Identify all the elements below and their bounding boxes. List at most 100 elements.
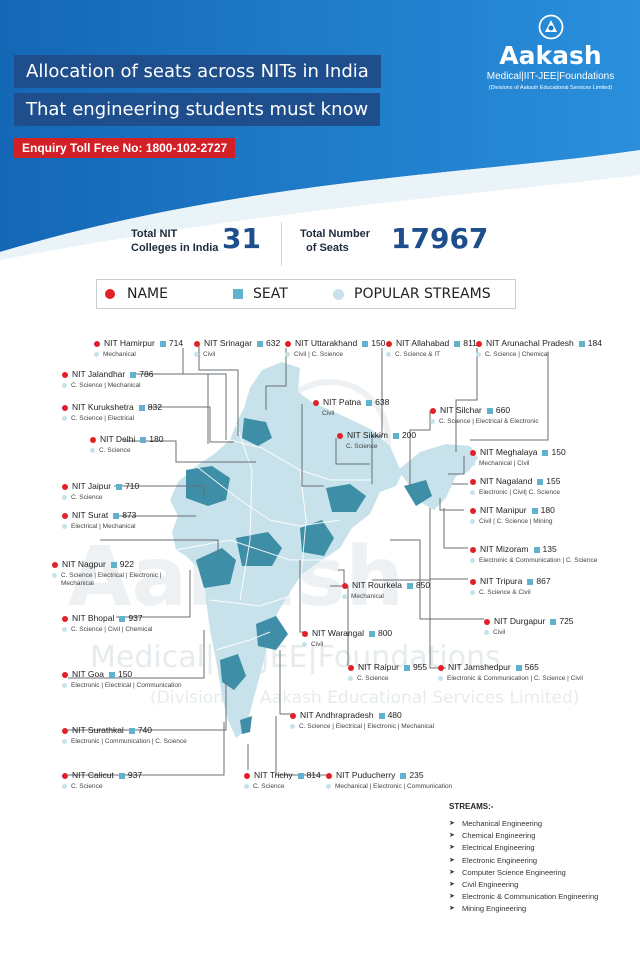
stream-dot-icon bbox=[62, 383, 67, 388]
nit-item: NIT Trichy 814 C. Science bbox=[244, 770, 321, 791]
nit-streams: C. Science | Electrical & Electronic bbox=[439, 418, 539, 425]
nit-streams: Electronic | Electrical | Communication bbox=[71, 682, 182, 689]
nit-seats: 800 bbox=[377, 628, 393, 638]
nit-streams: Mechanical | Electronic | Communication bbox=[335, 783, 453, 790]
seat-square-icon bbox=[116, 483, 123, 490]
seat-square-icon bbox=[128, 727, 135, 734]
streams-title: STREAMS:- bbox=[449, 802, 494, 811]
nit-item: NIT Jamshedpur 565 Electronic & Communica… bbox=[438, 662, 588, 683]
nit-seats: 710 bbox=[125, 481, 140, 491]
stream-label: Chemical Engineering bbox=[462, 831, 536, 841]
seat-square-icon bbox=[378, 712, 385, 719]
nit-seats: 200 bbox=[401, 430, 417, 440]
nit-seats: 660 bbox=[495, 405, 511, 415]
stream-dot-icon bbox=[62, 416, 67, 421]
name-dot-icon bbox=[438, 664, 444, 671]
nit-streams: Civil | C. Science | Mining bbox=[479, 518, 553, 525]
stream-dot-icon bbox=[342, 594, 347, 599]
name-dot-icon bbox=[386, 340, 392, 347]
stream-dot-icon bbox=[62, 524, 67, 529]
stream-dot-icon bbox=[90, 448, 95, 453]
seat-square-icon bbox=[542, 449, 549, 456]
nit-seats: 814 bbox=[306, 770, 321, 780]
nit-streams: C. Science | Electrical | Electronic | M… bbox=[299, 723, 435, 730]
stream-dot-icon bbox=[313, 411, 318, 416]
legend-name: NAME bbox=[105, 286, 233, 302]
stat-seats-label-1: Total Number bbox=[300, 228, 371, 240]
stream-dot-icon bbox=[290, 724, 295, 729]
seat-square-icon bbox=[297, 772, 304, 779]
nit-streams: Mechanical bbox=[351, 593, 384, 600]
nit-streams: Civil | C. Science bbox=[294, 351, 344, 358]
nit-name: NIT Uttarakhand bbox=[295, 338, 358, 348]
nit-seats: 150 bbox=[371, 338, 386, 348]
arrow-icon: ➤ bbox=[449, 844, 455, 852]
light-dot-icon bbox=[333, 288, 344, 300]
seat-square-icon bbox=[140, 436, 147, 443]
nit-name: NIT Surat bbox=[72, 510, 109, 520]
nit-streams: C. Science bbox=[71, 783, 103, 790]
stream-item: ➤ Electronic Engineering bbox=[449, 855, 598, 867]
nit-name: NIT Allahabad bbox=[396, 338, 450, 348]
name-dot-icon bbox=[337, 432, 343, 439]
nit-item: NIT Durgapur 725 Civil bbox=[484, 616, 574, 637]
nit-seats: 832 bbox=[147, 402, 162, 412]
stream-dot-icon bbox=[470, 461, 475, 466]
nit-streams: C. Science bbox=[71, 494, 103, 501]
nit-item: NIT Kurukshetra 832 C. Science | Electric… bbox=[62, 402, 162, 423]
nit-name: NIT Puducherry bbox=[336, 770, 396, 780]
stat-colleges-label-1: Total NIT bbox=[131, 228, 178, 240]
stat-seats-label: Total Number of Seats bbox=[300, 227, 370, 255]
name-dot-icon bbox=[52, 561, 58, 568]
nit-streams: Electronic & Communication | C. Science … bbox=[447, 675, 583, 682]
nit-streams: C. Science | Electrical | Electronic | M… bbox=[61, 572, 162, 587]
nit-seats: 155 bbox=[546, 476, 561, 486]
watermark-tagline: Medical|IIT-JEE|Foundations bbox=[90, 640, 501, 675]
stream-dot-icon bbox=[386, 352, 391, 357]
stream-label: Mining Engineering bbox=[462, 904, 527, 914]
seat-square-icon bbox=[159, 340, 166, 347]
nit-seats: 937 bbox=[127, 770, 143, 780]
name-dot-icon bbox=[244, 772, 250, 779]
nit-item: NIT Delhi 180 C. Science bbox=[90, 434, 163, 455]
nit-item: NIT Meghalaya 150 Mechanical | Civil bbox=[470, 447, 566, 468]
nit-name: NIT Tripura bbox=[480, 576, 523, 586]
nit-streams: C. Science bbox=[357, 675, 389, 682]
stream-dot-icon bbox=[62, 739, 67, 744]
legend-streams-label: POPULAR STREAMS bbox=[354, 286, 491, 302]
logo-name: Aakash bbox=[499, 41, 602, 70]
name-dot-icon bbox=[290, 712, 296, 719]
stream-label: Electrical Engineering bbox=[462, 843, 535, 853]
stream-item: ➤ Computer Science Engineering bbox=[449, 867, 598, 879]
nit-seats: 565 bbox=[524, 662, 539, 672]
nit-name: NIT Mizoram bbox=[480, 544, 529, 554]
red-dot-icon bbox=[105, 289, 115, 299]
nit-item: NIT Andhrapradesh 480 C. Science | Electr… bbox=[290, 710, 434, 731]
nit-item: NIT Rourkela 850 Mechanical bbox=[342, 580, 430, 601]
seat-square-icon bbox=[531, 507, 538, 514]
nit-name: NIT Hamirpur bbox=[104, 338, 155, 348]
stream-dot-icon bbox=[326, 784, 331, 789]
nit-seats: 480 bbox=[387, 710, 402, 720]
nit-streams: Civil bbox=[311, 641, 324, 648]
nit-seats: 740 bbox=[137, 725, 152, 735]
stream-dot-icon bbox=[470, 558, 475, 563]
legend-name-label: NAME bbox=[127, 286, 168, 302]
nit-name: NIT Bhopal bbox=[72, 613, 115, 623]
seat-square-icon bbox=[515, 664, 522, 671]
seat-square-icon bbox=[257, 340, 264, 347]
seat-square-icon bbox=[550, 618, 557, 625]
name-dot-icon bbox=[484, 618, 490, 625]
enquiry-phone[interactable]: Enquiry Toll Free No: 1800-102-2727 bbox=[14, 138, 236, 158]
name-dot-icon bbox=[285, 340, 291, 347]
nit-seats: 135 bbox=[542, 544, 557, 554]
nit-seats: 922 bbox=[119, 559, 134, 569]
stat-divider bbox=[281, 222, 282, 266]
nit-name: NIT Goa bbox=[72, 669, 104, 679]
name-dot-icon bbox=[348, 664, 354, 671]
nit-name: NIT Nagpur bbox=[62, 559, 106, 569]
stream-label: Mechanical Engineering bbox=[462, 819, 543, 828]
watermark-division: (Divisions of Aakash Educational Service… bbox=[150, 688, 580, 708]
nit-streams: Mechanical bbox=[103, 351, 136, 358]
nit-streams: Electronic | Civil| C. Science bbox=[479, 489, 561, 496]
